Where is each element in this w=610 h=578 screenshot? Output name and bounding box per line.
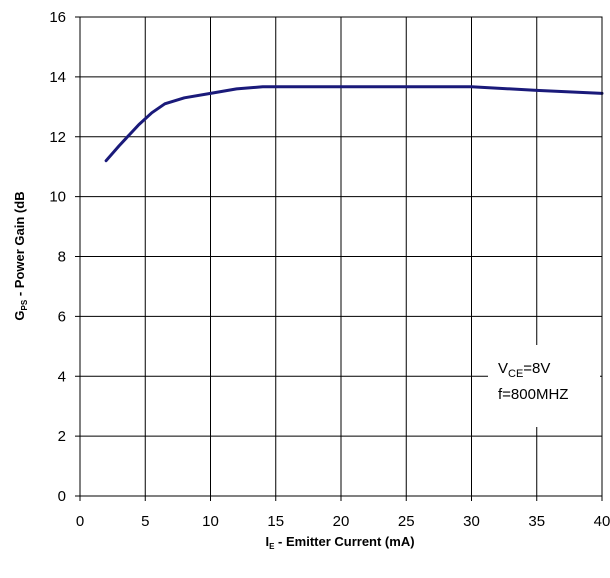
power-gain-series-line <box>104 85 604 163</box>
plot-frame <box>79 16 603 497</box>
y-tick-label: 8 <box>58 249 66 266</box>
y-tick-label: 14 <box>49 69 66 86</box>
x-tick-label: 20 <box>333 513 350 530</box>
annotation-box: VCE=8V f=800MHZ <box>488 345 600 427</box>
annotation-background <box>488 345 600 427</box>
x-tick-label: 10 <box>202 513 219 530</box>
x-tick-label: 35 <box>528 513 545 530</box>
x-axis-title: IE - Emitter Current (mA) <box>265 534 414 551</box>
x-tick-label: 15 <box>267 513 284 530</box>
y-tick-label: 6 <box>58 308 66 325</box>
x-tick-label: 30 <box>463 513 480 530</box>
y-tick-label: 0 <box>58 488 66 505</box>
x-tick-label: 40 <box>594 513 610 530</box>
annotation-line-1: VCE=8V <box>498 360 550 380</box>
y-tick-label: 2 <box>58 428 66 445</box>
y-axis-title: GPS - Power Gain (dB <box>12 191 29 320</box>
y-tick-label: 16 <box>49 9 66 26</box>
y-tick-labels: 0 2 4 6 8 10 12 14 16 <box>49 9 66 505</box>
series <box>104 85 604 163</box>
x-tick-label: 5 <box>141 513 149 530</box>
y-tick-label: 10 <box>49 189 66 206</box>
x-tick-labels: 0 5 10 15 20 25 30 35 40 <box>76 513 610 530</box>
y-tick-label: 4 <box>58 368 66 385</box>
annotation-line-2: f=800MHZ <box>498 386 568 403</box>
x-tick-label: 0 <box>76 513 84 530</box>
y-tick-label: 12 <box>49 129 66 146</box>
x-tick-label: 25 <box>398 513 415 530</box>
